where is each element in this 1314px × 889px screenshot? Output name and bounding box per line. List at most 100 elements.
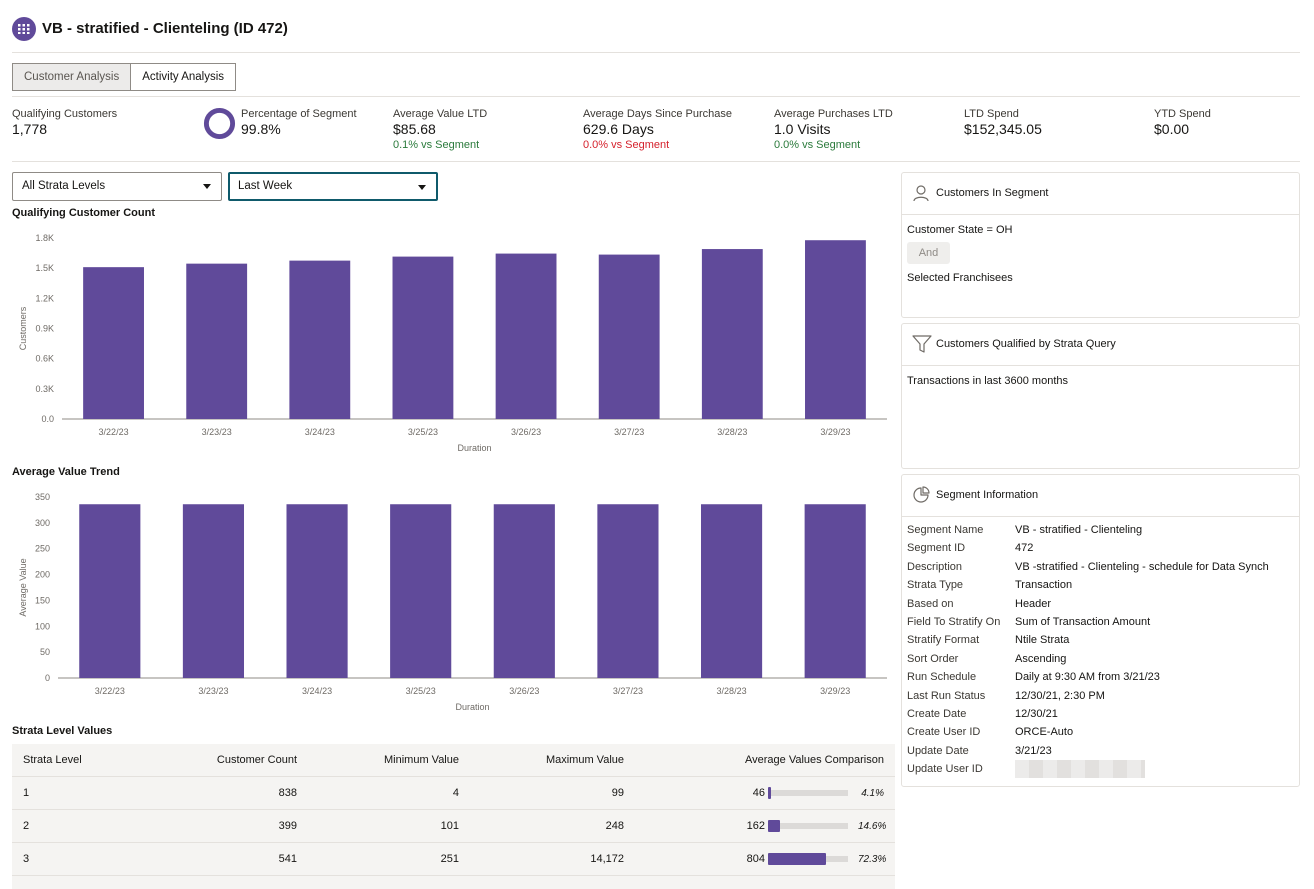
strata-query-text: Transactions in last 3600 months: [907, 375, 1069, 387]
table-row: 1 838 4 99 46 4.1%: [12, 776, 895, 810]
comparison-bar-track: [768, 852, 848, 865]
y-tick-label: 150: [35, 595, 50, 605]
kpi-label: Average Purchases LTD: [774, 108, 893, 120]
info-value: Sum of Transaction Amount: [1015, 615, 1151, 628]
info-value: Transaction: [1015, 579, 1073, 592]
column-header[interactable]: Average Values Comparison: [635, 744, 895, 777]
x-tick-label: 3/23/23: [202, 427, 232, 437]
info-row: Segment Name VB - stratified - Clientelin…: [907, 521, 1294, 539]
x-tick-label: 3/29/23: [820, 427, 850, 437]
kpi-comparison: 0.0% vs Segment: [774, 139, 861, 151]
panel-header: Customers Qualified by Strata Query: [902, 324, 1299, 366]
info-label: Strata Type: [907, 579, 964, 592]
info-row: Create Date 12/30/21: [907, 705, 1294, 723]
info-value: VB -stratified - Clienteling - schedule …: [1015, 560, 1269, 573]
info-row: Description VB -stratified - Clienteling …: [907, 558, 1294, 576]
chart-bar: [182, 504, 245, 678]
comparison-percent: 14.6%: [858, 820, 887, 832]
comparison-percent: 4.1%: [861, 787, 884, 799]
x-tick-label: 3/22/23: [95, 686, 125, 696]
info-row: Update User ID: [907, 760, 1294, 779]
customer-count-cell: 541: [142, 842, 308, 876]
minimum-value-cell: 251: [308, 842, 470, 876]
kpi-value: $0.00: [1154, 121, 1190, 137]
x-tick-label: 3/26/23: [509, 686, 539, 696]
kpi-label: YTD Spend: [1154, 108, 1211, 120]
panel-title: Segment Information: [936, 489, 1039, 501]
info-row: Sort Order Ascending: [907, 650, 1294, 668]
kpi-label: Qualifying Customers: [12, 108, 118, 120]
info-value: Ntile Strata: [1015, 634, 1070, 647]
info-value: VB - stratified - Clienteling: [1015, 524, 1143, 536]
comparison-percent: 72.3%: [858, 853, 887, 865]
customer-count-chart-title: Qualifying Customer Count: [12, 207, 155, 219]
x-tick-label: 3/24/23: [302, 686, 332, 696]
y-tick-label: 0.3K: [35, 384, 54, 394]
info-value: ORCE-Auto: [1015, 726, 1074, 739]
redacted-value: [1015, 760, 1145, 779]
kpi-value: 1,778: [12, 121, 48, 137]
average-value-chart: 0 50 100 150 200 250 300 350 Average Value 3/22/2…: [18, 492, 887, 712]
customers-in-segment-panel: Customers In Segment Customer State = OH…: [901, 172, 1300, 318]
y-axis-label: Average Value: [18, 558, 28, 616]
info-row: Run Schedule Daily at 9:30 AM from 3/21/2…: [907, 668, 1294, 686]
chart-bar: [805, 240, 866, 419]
tab-customer-analysis[interactable]: Customer Analysis: [12, 63, 132, 91]
average-comparison-cell: 46 4.1%: [635, 776, 895, 810]
comparison-bar-track: [768, 819, 848, 832]
column-header[interactable]: Minimum Value: [308, 744, 470, 777]
chart-bar: [289, 260, 351, 419]
kpi-ltd-spend: LTD Spend $152,345.05: [964, 108, 1042, 137]
y-tick-label: 1.8K: [35, 233, 54, 243]
strata-query-panel: Customers Qualified by Strata Query Tran…: [901, 323, 1300, 469]
table-row: 2 399 101 248 162 14.6%: [12, 809, 895, 843]
kpi-label: Average Days Since Purchase: [583, 108, 732, 120]
info-row: Strata Type Transaction: [907, 576, 1294, 594]
info-label: Create Date: [907, 707, 967, 720]
info-row: Segment ID 472: [907, 539, 1294, 557]
y-axis-label: Customers: [18, 306, 28, 350]
x-tick-label: 3/26/23: [511, 427, 541, 437]
column-header[interactable]: Maximum Value: [470, 744, 635, 777]
pie-chart-icon: [913, 486, 930, 503]
column-header[interactable]: Customer Count: [142, 744, 308, 777]
kpi-qualifying-customers: Qualifying Customers 1,778: [12, 108, 117, 137]
strata-level-select[interactable]: All Strata Levels: [12, 172, 222, 201]
segment-condition: Customer State = OH: [907, 224, 1013, 236]
y-tick-label: 100: [35, 621, 50, 631]
segment-condition: Selected Franchisees: [907, 272, 1013, 284]
chevron-down-icon: [418, 185, 426, 190]
strata-table-title: Strata Level Values: [12, 725, 113, 737]
y-tick-label: 300: [35, 518, 50, 528]
column-header[interactable]: Strata Level: [12, 744, 142, 777]
info-label: Last Run Status: [907, 689, 986, 702]
tab-activity-analysis[interactable]: Activity Analysis: [131, 63, 237, 91]
maximum-value-cell: 99: [470, 776, 635, 810]
x-tick-label: 3/25/23: [406, 686, 436, 696]
table-row: 3 541 251 14,172 804 72.3%: [12, 842, 895, 876]
kpi-label: Average Value LTD: [393, 108, 488, 120]
x-tick-label: 3/25/23: [408, 427, 438, 437]
kpi-average-days-since-purchase: Average Days Since Purchase 629.6 Days 0…: [583, 108, 732, 152]
and-button[interactable]: And: [907, 242, 950, 264]
average-comparison-cell: 162 14.6%: [635, 809, 895, 843]
x-axis-label: Duration: [455, 702, 489, 712]
chart-bar: [286, 504, 348, 678]
average-value: 162: [746, 819, 765, 832]
kpi-comparison: 0.1% vs Segment: [393, 139, 480, 151]
info-value: [1015, 760, 1145, 779]
page-header: VB - stratified - Clienteling (ID 472): [12, 15, 1300, 53]
info-label: Description: [907, 560, 963, 573]
segment-grid-icon: [12, 17, 36, 41]
period-select[interactable]: Last Week: [228, 172, 438, 201]
kpi-value: 1.0 Visits: [774, 121, 831, 137]
strata-level-cell: 1: [12, 776, 142, 810]
panel-title: Customers Qualified by Strata Query: [936, 338, 1116, 350]
customer-count-chart: 0.0 0.3K 0.6K 0.9K 1.2K 1.5K 1.8K Customers 3/22…: [18, 233, 887, 453]
info-row: Based on Header: [907, 595, 1294, 613]
info-label: Based on: [907, 597, 954, 610]
average-value: 46: [752, 786, 765, 799]
filter-icon: [912, 335, 932, 353]
average-value-chart-title: Average Value Trend: [12, 466, 120, 478]
strata-level-cell: 3: [12, 842, 142, 876]
